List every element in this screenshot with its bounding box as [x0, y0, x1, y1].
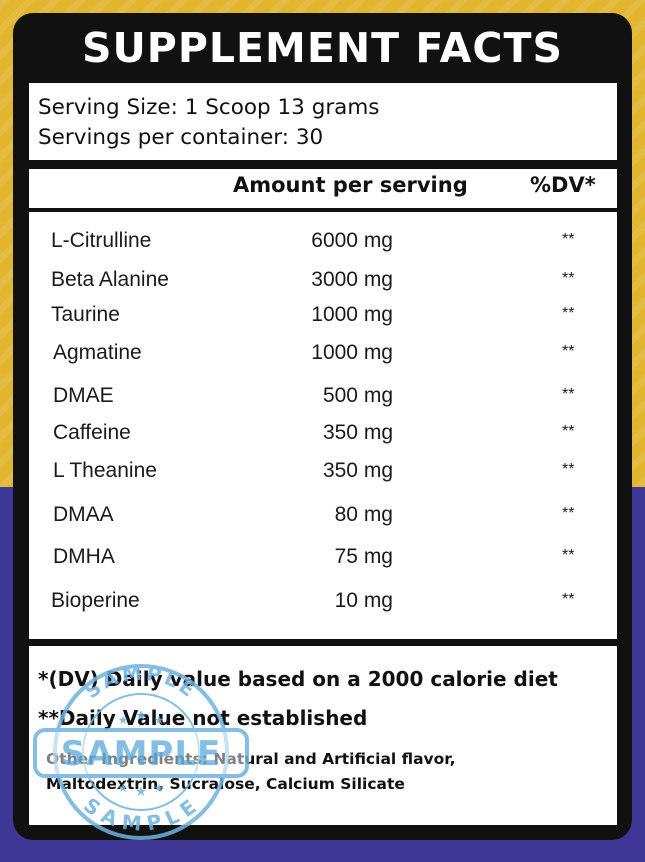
ingredient-name: Taurine	[51, 303, 120, 326]
ingredient-amount: 1000 mg	[311, 341, 393, 364]
divider-thick-top	[29, 160, 617, 169]
ingredient-name: L Theanine	[53, 459, 157, 482]
ingredient-dv: **	[562, 423, 575, 440]
ingredient-dv: **	[562, 305, 575, 322]
amount-column-header: Amount per serving	[233, 173, 468, 197]
ingredient-name: DMAE	[53, 384, 114, 407]
ingredient-amount: 80 mg	[334, 503, 393, 526]
page-title: SUPPLEMENT FACTS	[81, 24, 564, 72]
divider-header	[29, 208, 617, 212]
other-ingredients-line-1: Other Ingredients: Natural and Artificia…	[46, 750, 456, 768]
ingredient-name: Bioperine	[51, 589, 140, 612]
ingredient-name: Caffeine	[53, 421, 131, 444]
stamp-star-icon: ★	[135, 784, 148, 800]
ingredient-dv: **	[562, 505, 575, 522]
other-ingredients-line-2: Maltodextrin, Sucralose, Calcium Silicat…	[46, 775, 405, 793]
sample-stamp-icon: SAMPLE SAMPLE SAMPLE ★ ★ ★ ★ ★ ★	[33, 660, 249, 840]
ingredient-name: Agmatine	[53, 341, 142, 364]
stamp-star-icon: ★	[118, 781, 129, 795]
servings-per-container: Servings per container: 30	[38, 125, 324, 150]
ingredient-amount: 500 mg	[322, 384, 393, 407]
stamp-star-icon: ★	[154, 781, 165, 795]
ingredient-amount: 1000 mg	[311, 303, 393, 326]
table-row: Taurine 1000 mg **	[29, 303, 617, 333]
ingredient-amount: 3000 mg	[311, 268, 393, 291]
stamp-word: SAMPLE	[61, 734, 221, 774]
ingredient-dv: **	[562, 231, 575, 248]
divider-thick-bottom	[29, 639, 617, 646]
table-row: Bioperine 10 mg **	[29, 589, 617, 619]
stamp-star-icon: ★	[135, 708, 148, 724]
ingredient-amount: 350 mg	[322, 459, 393, 482]
table-row: Caffeine 350 mg **	[29, 421, 617, 451]
table-row: DMAE 500 mg **	[29, 384, 617, 414]
table-row: DMHA 75 mg **	[29, 545, 617, 575]
svg-text:SAMPLE: SAMPLE	[80, 660, 202, 703]
ingredient-dv: **	[562, 343, 575, 360]
table-row: L Theanine 350 mg **	[29, 459, 617, 489]
ingredient-dv: **	[562, 461, 575, 478]
stamp-star-icon: ★	[154, 713, 165, 727]
stamp-top-text: SAMPLE	[80, 660, 199, 703]
ingredient-name: DMAA	[53, 503, 114, 526]
table-row: Agmatine 1000 mg **	[29, 341, 617, 371]
stamp-star-icon: ★	[118, 713, 129, 727]
dv-footnote: *(DV) Daily value based on a 2000 calori…	[38, 667, 558, 691]
ingredient-name: L-Citrulline	[51, 229, 152, 252]
ingredient-name: Beta Alanine	[51, 268, 169, 291]
table-row: L-Citrulline 6000 mg **	[29, 229, 617, 259]
ingredient-dv: **	[562, 386, 575, 403]
table-row: Beta Alanine 3000 mg **	[29, 268, 617, 298]
ingredient-name: DMHA	[53, 545, 115, 568]
ingredient-dv: **	[562, 270, 575, 287]
table-row: DMAA 80 mg **	[29, 503, 617, 533]
ingredient-amount: 10 mg	[334, 589, 393, 612]
serving-size: Serving Size: 1 Scoop 13 grams	[38, 95, 380, 120]
ingredient-amount: 350 mg	[322, 421, 393, 444]
ingredient-dv: **	[562, 547, 575, 564]
ingredient-dv: **	[562, 591, 575, 608]
facts-panel	[29, 83, 617, 825]
ingredient-amount: 75 mg	[334, 545, 393, 568]
dv-column-header: %DV*	[530, 173, 596, 197]
ingredient-amount: 6000 mg	[311, 229, 393, 252]
